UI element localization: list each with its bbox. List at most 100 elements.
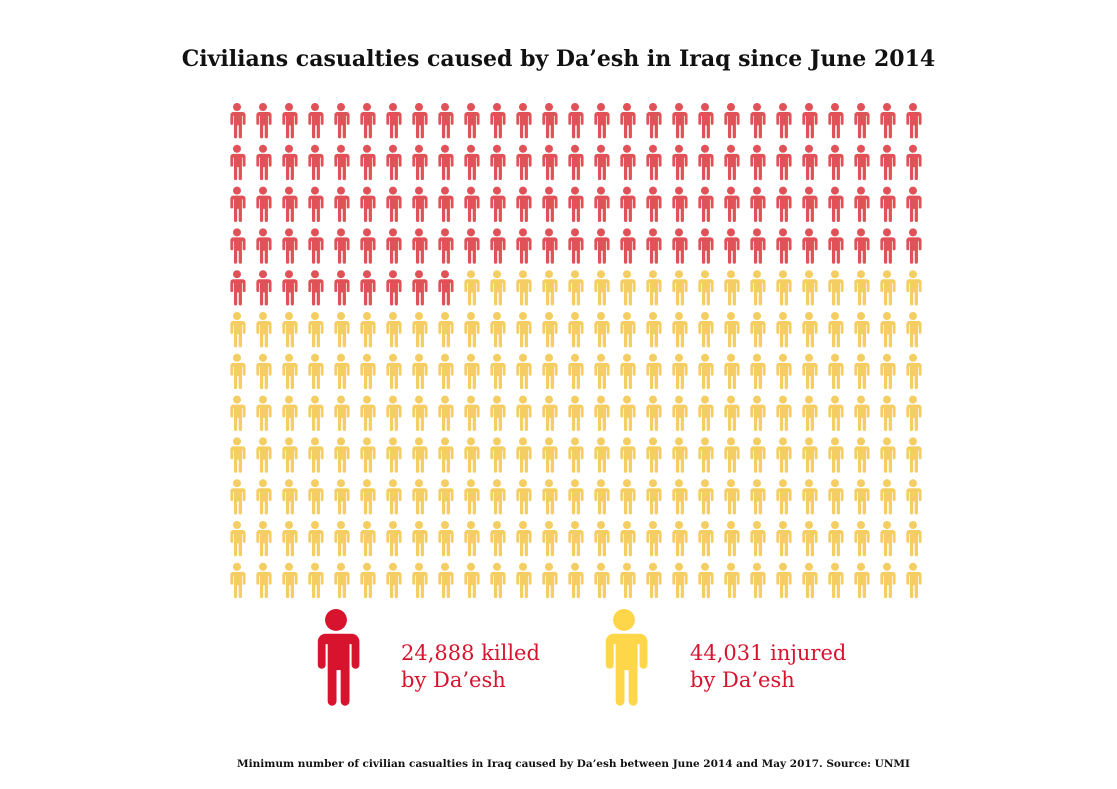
injured-person-icon	[750, 312, 766, 348]
injured-person-icon	[698, 479, 714, 515]
killed-person-icon	[906, 228, 922, 264]
injured-person-icon	[464, 562, 480, 599]
killed-person-icon	[386, 270, 402, 306]
injured-by: by Da’esh	[690, 668, 795, 692]
injured-person-icon	[334, 312, 350, 348]
injured-person-icon	[672, 353, 688, 390]
killed-person-icon	[802, 144, 818, 181]
killed-person-icon	[724, 228, 740, 264]
killed-person-icon	[802, 186, 818, 222]
killed-person-icon	[308, 103, 324, 139]
injured-person-icon	[724, 312, 740, 348]
injured-person-icon	[672, 437, 688, 473]
injured-person-icon	[906, 353, 922, 390]
injured-person-icon	[412, 312, 428, 348]
injured-person-icon	[698, 562, 714, 599]
injured-person-icon	[880, 270, 896, 306]
injured-person-icon	[698, 353, 714, 390]
injured-person-icon	[568, 437, 584, 473]
injured-person-icon	[620, 562, 636, 599]
killed-person-icon	[438, 186, 454, 222]
killed-person-icon	[230, 144, 246, 181]
injured-person-icon	[282, 521, 298, 557]
injured-person-icon	[568, 312, 584, 348]
killed-person-icon	[438, 228, 454, 264]
injured-person-icon	[334, 562, 350, 599]
killed-person-icon	[698, 144, 714, 181]
injured-person-icon	[438, 395, 454, 431]
killed-person-icon	[880, 186, 896, 222]
killed-by: by Da’esh	[401, 668, 506, 692]
injured-person-icon	[776, 479, 792, 515]
injured-person-icon	[646, 437, 662, 473]
injured-person-icon	[828, 270, 844, 306]
injured-person-icon	[568, 270, 584, 306]
injured-person-icon	[854, 521, 870, 557]
injured-person-icon	[828, 479, 844, 515]
killed-person-icon	[854, 186, 870, 222]
killed-person-icon	[854, 144, 870, 181]
injured-person-icon	[464, 521, 480, 557]
killed-person-icon	[412, 270, 428, 306]
injured-person-icon	[776, 521, 792, 557]
injured-person-icon	[698, 270, 714, 306]
injured-person-icon	[620, 437, 636, 473]
killed-person-icon	[724, 186, 740, 222]
killed-person-icon	[256, 186, 272, 222]
injured-person-icon	[828, 312, 844, 348]
killed-person-icon	[386, 228, 402, 264]
killed-person-icon	[360, 103, 376, 139]
killed-person-icon	[646, 144, 662, 181]
killed-person-icon	[516, 144, 532, 181]
killed-person-icon	[386, 144, 402, 181]
injured-person-icon	[308, 521, 324, 557]
killed-person-icon	[308, 228, 324, 264]
injured-person-icon	[516, 521, 532, 557]
killed-person-icon	[386, 186, 402, 222]
injured-person-icon	[334, 479, 350, 515]
injured-person-icon	[230, 521, 246, 557]
killed-person-icon	[672, 144, 688, 181]
killed-person-icon	[594, 144, 610, 181]
injured-person-icon	[776, 353, 792, 390]
killed-person-icon	[412, 228, 428, 264]
killed-person-icon	[334, 186, 350, 222]
injured-person-icon	[256, 562, 272, 599]
injured-person-icon	[750, 479, 766, 515]
killed-person-icon	[308, 270, 324, 306]
injured-person-icon	[594, 353, 610, 390]
injured-person-icon	[750, 521, 766, 557]
killed-person-icon	[776, 186, 792, 222]
injured-person-icon	[438, 353, 454, 390]
injured-person-icon	[490, 521, 506, 557]
legend-injured-label: 44,031 injured by Da’esh	[690, 640, 846, 694]
injured-person-icon	[620, 270, 636, 306]
killed-person-icon	[828, 144, 844, 181]
killed-person-icon	[776, 144, 792, 181]
killed-person-icon	[308, 144, 324, 181]
injured-person-icon	[490, 312, 506, 348]
killed-person-icon	[724, 103, 740, 139]
injured-person-icon	[308, 437, 324, 473]
injured-person-icon	[672, 312, 688, 348]
killed-person-icon	[776, 103, 792, 139]
injured-person-icon	[750, 437, 766, 473]
killed-person-icon	[672, 103, 688, 139]
killed-person-icon	[828, 186, 844, 222]
injured-person-icon	[906, 270, 922, 306]
killed-person-icon	[698, 186, 714, 222]
injured-person-icon	[724, 270, 740, 306]
killed-person-icon	[880, 144, 896, 181]
injured-person-icon	[776, 437, 792, 473]
injured-person-icon	[256, 437, 272, 473]
killed-person-icon	[256, 103, 272, 139]
killed-person-icon	[438, 144, 454, 181]
injured-person-icon	[464, 437, 480, 473]
injured-person-icon	[334, 395, 350, 431]
killed-person-icon	[672, 228, 688, 264]
injured-person-icon	[438, 437, 454, 473]
injured-person-icon	[724, 521, 740, 557]
injured-person-icon	[360, 312, 376, 348]
killed-person-icon	[750, 103, 766, 139]
